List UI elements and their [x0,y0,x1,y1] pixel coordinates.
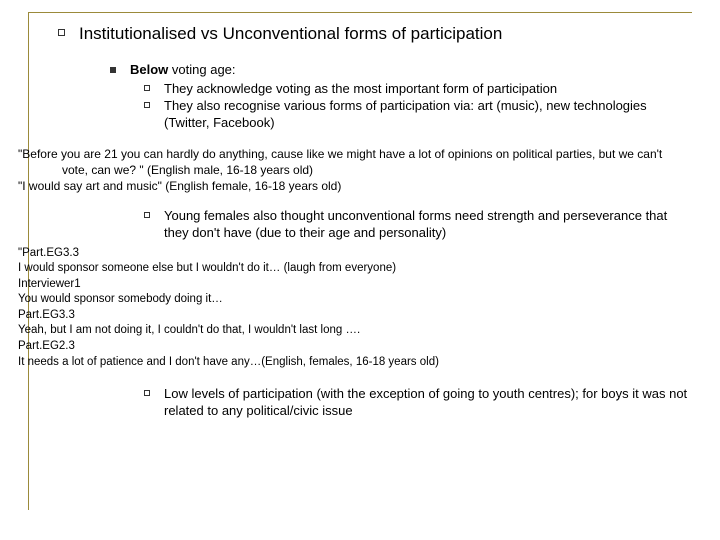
quote-block-1: "Before you are 21 you can hardly do any… [18,146,680,195]
subheading-row: Below voting age: [110,62,690,79]
transcript-line: You would sponsor somebody doing it… [18,292,690,308]
bullet-row-4: Low levels of participation (with the ex… [144,386,690,420]
transcript-block: "Part.EG3.3 I would sponsor someone else… [18,246,690,370]
slide-heading: Institutionalised vs Unconventional form… [79,24,502,44]
slide-content: Institutionalised vs Unconventional form… [40,24,690,424]
subheading-text: Below voting age: [130,62,236,79]
transcript-line: "Part.EG3.3 [18,246,690,262]
bullet-filled-icon [110,67,116,73]
bullet-text-2: They also recognise various forms of par… [164,98,690,132]
heading-row: Institutionalised vs Unconventional form… [58,24,690,44]
transcript-line: Part.EG2.3 [18,339,690,355]
transcript-line: It needs a lot of patience and I don't h… [18,355,690,371]
quote-1: "Before you are 21 you can hardly do any… [18,146,680,178]
bullet-icon [144,212,150,218]
bullet-row-2: They also recognise various forms of par… [144,98,690,132]
bullet-icon [144,85,150,91]
transcript-line: Yeah, but I am not doing it, I couldn't … [18,323,690,339]
quote-2: "I would say art and music" (English fem… [18,178,680,194]
bullet-text-4: Low levels of participation (with the ex… [164,386,690,420]
bullet-text-1: They acknowledge voting as the most impo… [164,81,557,98]
bullet-icon [144,102,150,108]
transcript-line: Interviewer1 [18,277,690,293]
decor-top-line [28,12,692,13]
bullet-icon [144,390,150,396]
transcript-line: Part.EG3.3 [18,308,690,324]
bullet-row-3: Young females also thought unconventiona… [144,208,690,242]
subheading-rest: voting age: [168,62,235,77]
bullet-text-3: Young females also thought unconventiona… [164,208,690,242]
transcript-line: I would sponsor someone else but I would… [18,261,690,277]
bullet-row-1: They acknowledge voting as the most impo… [144,81,690,98]
subheading-bold: Below [130,62,168,77]
bullet-icon [58,29,65,36]
